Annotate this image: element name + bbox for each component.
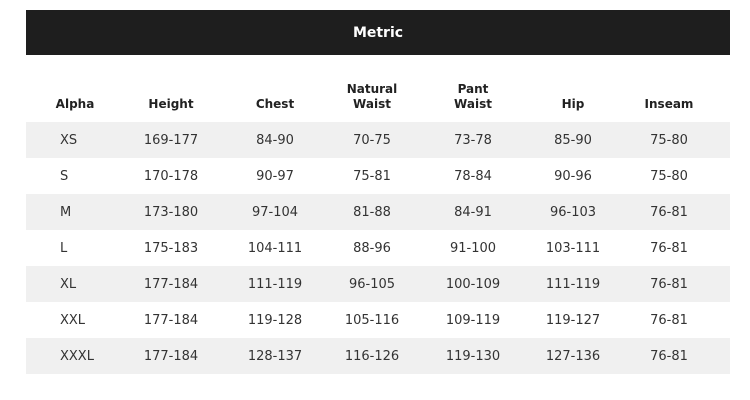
table-cell: 90-96 [554, 168, 592, 184]
table-cell: L [60, 240, 68, 256]
table-cell: 76-81 [650, 276, 688, 292]
table-cell: 170-178 [143, 168, 199, 184]
table-cell: 96-103 [549, 204, 597, 220]
table-row: S 170-178 90-97 75-81 78-84 90-96 75-80 [26, 158, 730, 194]
table-cell: 177-184 [143, 348, 199, 364]
table-cell: 175-183 [143, 240, 199, 256]
table-cell: 81-88 [353, 204, 391, 220]
table-row: XS 169-177 84-90 70-75 73-78 85-90 75-80 [26, 122, 730, 158]
table-cell: 104-111 [247, 240, 303, 256]
table-cell: 76-81 [650, 204, 688, 220]
table-cell: 111-119 [247, 276, 303, 292]
table-cell: 177-184 [143, 276, 199, 292]
table-cell: 100-109 [445, 276, 501, 292]
column-header: Chest [255, 97, 295, 111]
table-cell: 177-184 [143, 312, 199, 328]
table-cell: 127-136 [545, 348, 601, 364]
table-cell: 109-119 [445, 312, 501, 328]
table-cell: 103-111 [545, 240, 601, 256]
table-row: XXXL 177-184 128-137 116-126 119-130 127-136 7… [26, 338, 730, 374]
column-header: Inseam [644, 97, 694, 111]
column-header: Hip [561, 97, 585, 111]
table-cell: 88-96 [353, 240, 391, 256]
size-table-body: XS 169-177 84-90 70-75 73-78 85-90 75-80 S 170-1… [26, 122, 730, 374]
table-cell: 128-137 [247, 348, 303, 364]
table-cell: 91-100 [449, 240, 497, 256]
table-cell: 119-128 [247, 312, 303, 328]
table-cell: 76-81 [650, 240, 688, 256]
table-row: XXL 177-184 119-128 105-116 109-119 119-127 76… [26, 302, 730, 338]
table-cell: 96-105 [348, 276, 396, 292]
table-row: L 175-183 104-111 88-96 91-100 103-111 76-81 [26, 230, 730, 266]
table-cell: 73-78 [454, 132, 492, 148]
table-cell: 105-116 [344, 312, 400, 328]
column-header: Pant Waist [454, 82, 492, 111]
table-cell: 111-119 [545, 276, 601, 292]
table-row: XL 177-184 111-119 96-105 100-109 111-119 76-8… [26, 266, 730, 302]
column-header: Height [148, 97, 194, 111]
table-title: Metric [352, 24, 404, 41]
table-cell: 76-81 [650, 348, 688, 364]
table-cell: 78-84 [454, 168, 492, 184]
table-cell: XL [60, 276, 77, 292]
table-cell: XS [60, 132, 78, 148]
table-cell: 169-177 [143, 132, 199, 148]
table-cell: 76-81 [650, 312, 688, 328]
table-cell: 97-104 [251, 204, 299, 220]
table-cell: 75-81 [353, 168, 391, 184]
table-cell: 70-75 [353, 132, 391, 148]
table-cell: 75-80 [650, 168, 688, 184]
table-cell: 85-90 [554, 132, 592, 148]
table-title-bar: Metric [26, 10, 730, 55]
table-row: M 173-180 97-104 81-88 84-91 96-103 76-81 [26, 194, 730, 230]
column-header: Natural Waist [346, 82, 398, 111]
table-cell: 119-130 [445, 348, 501, 364]
table-cell: XXXL [60, 348, 94, 364]
table-cell: S [60, 168, 69, 184]
table-header-row: Alpha Height Chest Natural Waist Pant Waist H… [26, 72, 730, 120]
table-cell: 90-97 [256, 168, 294, 184]
table-cell: XXL [60, 312, 86, 328]
table-cell: 84-90 [256, 132, 294, 148]
table-cell: 173-180 [143, 204, 199, 220]
table-cell: 75-80 [650, 132, 688, 148]
column-header: Alpha [55, 97, 95, 111]
table-cell: 84-91 [454, 204, 492, 220]
table-cell: 116-126 [344, 348, 400, 364]
table-cell: M [60, 204, 72, 220]
table-cell: 119-127 [545, 312, 601, 328]
